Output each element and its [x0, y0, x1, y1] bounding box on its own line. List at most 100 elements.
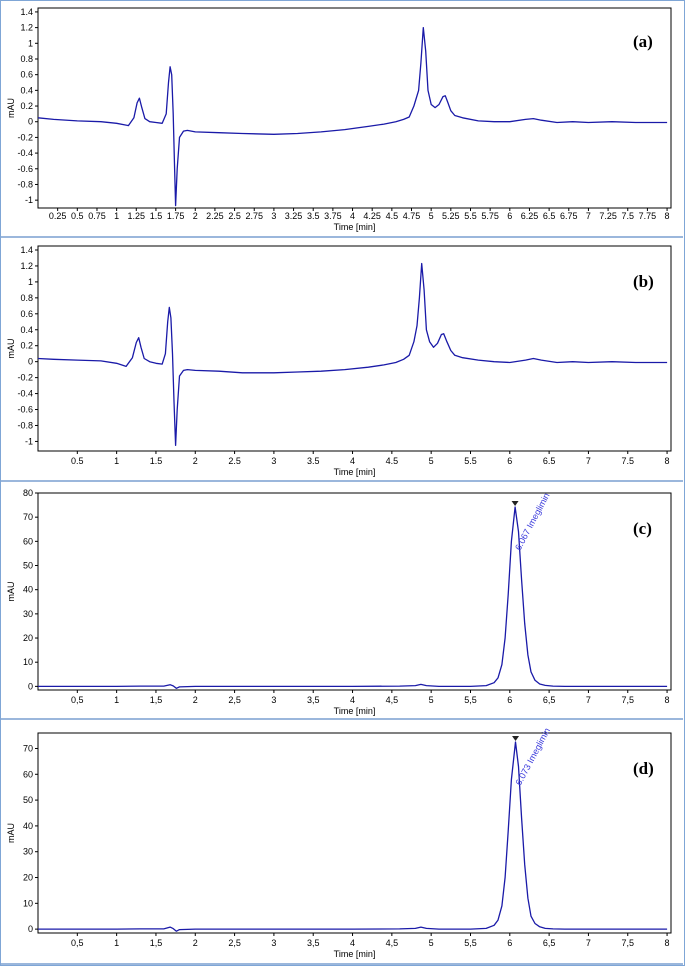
peak-marker: [512, 736, 520, 742]
plot-area: [37, 7, 672, 209]
x-tick-label: 7.5: [621, 456, 634, 466]
x-tick-label: 7.25: [599, 211, 617, 221]
y-tick-label: 70: [23, 743, 33, 753]
x-tick-label: 1: [114, 211, 119, 221]
y-tick-label: 40: [23, 821, 33, 831]
x-tick-label: 1.25: [128, 211, 146, 221]
x-tick-label: 1: [114, 938, 119, 948]
y-axis-label: mAU: [6, 823, 16, 843]
y-tick-label: 80: [23, 488, 33, 498]
y-tick-label: -0.8: [17, 420, 33, 430]
x-tick-label: 0.75: [88, 211, 106, 221]
chromatogram-a: -1 -0.8 -0.6 -0.4 -0.2 0 0.2 0.4 0.6 0.8 1 1.2 1.4 0.…: [6, 7, 672, 232]
x-tick-label: 1,5: [150, 695, 163, 705]
peak-annotation: 6.067 Imeglimin: [513, 491, 552, 552]
x-tick-label: 2.5: [228, 456, 241, 466]
y-tick-label: 1: [28, 277, 33, 287]
x-tick-label: 1,5: [150, 938, 163, 948]
x-tick-label: 6: [507, 211, 512, 221]
x-tick-label: 3.25: [285, 211, 303, 221]
series-line: [37, 262, 668, 447]
y-tick-label: 0.4: [20, 325, 33, 335]
x-tick-label: 4,5: [386, 695, 399, 705]
y-tick-label: 30: [23, 609, 33, 619]
series-line: [37, 26, 668, 207]
chromatogram-b: -1 -0.8 -0.6 -0.4 -0.2 0 0.2 0.4 0.6 0.8 1 1.2 1.4 0.…: [6, 245, 672, 477]
y-tick-label: 0.8: [20, 54, 33, 64]
x-tick-label: 6.5: [543, 211, 556, 221]
x-tick-label: 6: [507, 456, 512, 466]
x-tick-label: 8: [665, 456, 670, 466]
y-axis-label: mAU: [6, 582, 16, 602]
x-tick-label: 5: [429, 938, 434, 948]
x-tick-label: 6: [507, 938, 512, 948]
panel-label: (d): [633, 759, 654, 778]
x-tick-label: 7.5: [621, 211, 634, 221]
x-tick-label: 4.25: [363, 211, 381, 221]
x-tick-label: 2.5: [228, 211, 241, 221]
panel-label: (a): [633, 32, 653, 51]
y-tick-label: 0.2: [20, 101, 33, 111]
x-tick-label: 4: [350, 211, 355, 221]
x-tick-label: 6: [507, 695, 512, 705]
y-tick-label: 0: [28, 117, 33, 127]
peak-marker: [511, 501, 519, 507]
x-tick-label: 7: [586, 695, 591, 705]
x-tick-label: 5.25: [442, 211, 460, 221]
y-tick-label: 30: [23, 847, 33, 857]
panel-c: 0 10 20 30 40 50 60 70 80 0,5 1 1,5 2 2,5 3 3,5 4 4,5 5 5,5…: [1, 483, 683, 720]
x-tick-label: 7,5: [621, 695, 634, 705]
y-tick-label: 0: [28, 924, 33, 934]
x-tick-label: 5: [429, 211, 434, 221]
x-axis-label: Time [min]: [334, 222, 376, 232]
x-tick-label: 1.5: [150, 211, 163, 221]
y-tick-label: 1: [28, 38, 33, 48]
x-tick-label: 6.5: [543, 456, 556, 466]
y-tick-label: -0.6: [17, 405, 33, 415]
x-axis-label: Time [min]: [334, 949, 376, 959]
chromatogram-c: 0 10 20 30 40 50 60 70 80 0,5 1 1,5 2 2,5 3 3,5 4 4,5 5 5,5…: [6, 488, 672, 716]
x-tick-label: 7: [586, 456, 591, 466]
x-tick-label: 2: [193, 938, 198, 948]
y-tick-label: 50: [23, 561, 33, 571]
plot-area: [37, 732, 672, 934]
x-tick-label: 1.75: [167, 211, 185, 221]
y-tick-label: 60: [23, 769, 33, 779]
y-tick-label: -0.4: [17, 389, 33, 399]
y-tick-label: 0.8: [20, 293, 33, 303]
x-tick-label: 6,5: [543, 938, 556, 948]
x-tick-label: 2,5: [228, 695, 241, 705]
x-tick-label: 8: [665, 695, 670, 705]
panel-a: -1 -0.8 -0.6 -0.4 -0.2 0 0.2 0.4 0.6 0.8 1 1.2 1.4 0.…: [1, 3, 683, 238]
y-tick-label: -0.4: [17, 148, 33, 158]
x-tick-label: 4: [350, 456, 355, 466]
x-tick-label: 5.75: [481, 211, 499, 221]
panel-label: (b): [633, 272, 654, 291]
x-tick-label: 6.75: [560, 211, 578, 221]
x-tick-label: 8: [665, 938, 670, 948]
x-tick-label: 7,5: [621, 938, 634, 948]
x-tick-label: 4: [350, 938, 355, 948]
y-tick-label: 0.6: [20, 309, 33, 319]
y-tick-label: 60: [23, 536, 33, 546]
x-tick-label: 7: [586, 938, 591, 948]
peak-annotation: 6.073 Imeglimin: [513, 726, 552, 787]
y-tick-label: 0.2: [20, 341, 33, 351]
x-tick-label: 3: [271, 695, 276, 705]
x-tick-label: 5: [429, 695, 434, 705]
x-tick-label: 1: [114, 456, 119, 466]
y-axis-label: mAU: [6, 98, 16, 118]
x-tick-label: 1: [114, 695, 119, 705]
x-tick-label: 1.5: [150, 456, 163, 466]
x-tick-label: 8: [665, 211, 670, 221]
y-tick-label: 40: [23, 585, 33, 595]
x-tick-label: 0.5: [71, 456, 84, 466]
y-tick-label: -0.2: [17, 373, 33, 383]
x-tick-label: 2.25: [206, 211, 224, 221]
panel-b: -1 -0.8 -0.6 -0.4 -0.2 0 0.2 0.4 0.6 0.8 1 1.2 1.4 0.…: [1, 239, 683, 482]
y-tick-label: 70: [23, 512, 33, 522]
y-tick-label: 20: [23, 633, 33, 643]
x-tick-label: 4.5: [386, 211, 399, 221]
x-tick-label: 3.5: [307, 456, 320, 466]
y-tick-label: 20: [23, 873, 33, 883]
